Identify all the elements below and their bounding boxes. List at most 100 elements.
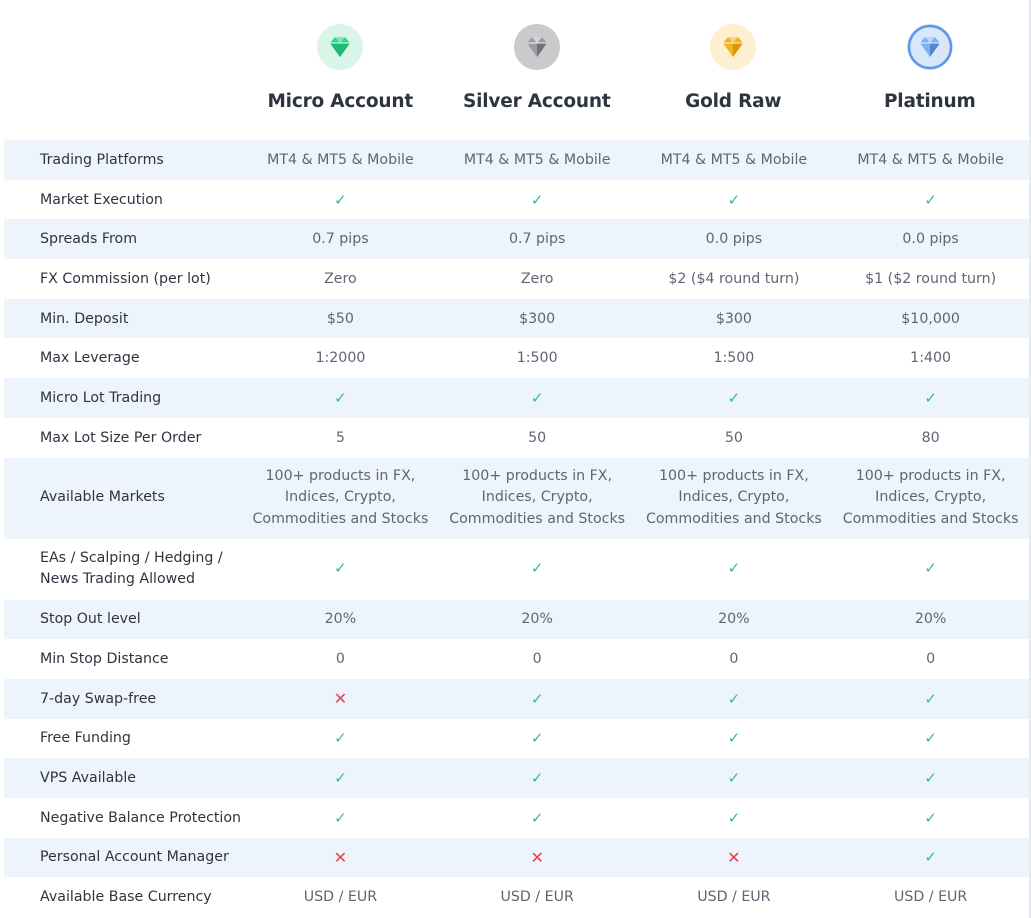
check-icon: ✓ bbox=[530, 388, 544, 407]
value-cell: 100+ products in FX, Indices, Crypto, Co… bbox=[832, 457, 1029, 539]
cell-value: $300 bbox=[715, 310, 752, 327]
feature-cell: ✓ bbox=[832, 798, 1029, 838]
row-label: Max Lot Size Per Order bbox=[40, 429, 202, 446]
cell-value: $2 ($4 round turn) bbox=[668, 270, 800, 287]
row-label: Min. Deposit bbox=[4, 298, 243, 339]
cell-value: USD / EUR bbox=[500, 889, 574, 906]
check-icon: ✓ bbox=[530, 769, 544, 788]
cell-value: 100+ products in FX, Indices, Crypto, Co… bbox=[252, 467, 429, 527]
feature-cell: ✓ bbox=[636, 539, 833, 600]
feature-cell: ✓ bbox=[636, 798, 833, 838]
feature-cell: ✓ bbox=[242, 758, 439, 798]
value-cell: 0.0 pips bbox=[832, 219, 1029, 260]
cell-value: 50 bbox=[724, 429, 743, 446]
plan-micro-account: Micro Account bbox=[242, 0, 439, 140]
feature-cell: ✕ bbox=[242, 678, 439, 719]
cell-value: Zero bbox=[324, 270, 357, 287]
feature-cell: ✓ bbox=[438, 758, 636, 798]
table-row: FX Commission (per lot) Zero Zero $2 ($4 ro… bbox=[4, 259, 1029, 299]
value-cell: 100+ products in FX, Indices, Crypto, Co… bbox=[242, 457, 439, 539]
check-icon: ✓ bbox=[530, 190, 544, 209]
row-label: Trading Platforms bbox=[4, 140, 243, 180]
cell-value: USD / EUR bbox=[697, 889, 771, 906]
value-cell: $50 bbox=[242, 298, 439, 339]
value-cell: USD / EUR bbox=[832, 877, 1029, 917]
silver-diamond-icon bbox=[513, 24, 560, 70]
check-icon: ✓ bbox=[924, 769, 937, 788]
cell-value: MT4 & MT5 & Mobile bbox=[660, 151, 808, 168]
feature-cell: ✓ bbox=[439, 180, 636, 220]
feature-cell: ✓ bbox=[832, 678, 1029, 719]
check-icon: ✓ bbox=[727, 388, 741, 407]
cell-value: 20% bbox=[324, 611, 357, 628]
row-label: Spreads From bbox=[4, 219, 243, 260]
cell-value: 0.7 pips bbox=[312, 231, 369, 248]
plan-title: Gold Raw bbox=[685, 91, 782, 112]
cell-value: 100+ products in FX, Indices, Crypto, Co… bbox=[842, 467, 1019, 527]
table-row: EAs / Scalping / Hedging / News Trading … bbox=[4, 539, 1029, 600]
cell-value: 1:2000 bbox=[315, 350, 366, 367]
check-icon: ✓ bbox=[727, 559, 741, 577]
check-icon: ✓ bbox=[334, 769, 347, 788]
cell-value: 1:500 bbox=[516, 350, 558, 367]
cell-value: 0.7 pips bbox=[508, 231, 566, 248]
cell-value: 5 bbox=[335, 429, 345, 446]
check-icon: ✓ bbox=[727, 769, 741, 788]
comparison-table: Trading Platforms MT4 & MT5 & Mobile MT4 &… bbox=[4, 140, 1029, 917]
cell-value: $50 bbox=[326, 310, 354, 327]
value-cell: 20% bbox=[832, 599, 1029, 640]
cell-value: 1:400 bbox=[910, 350, 952, 367]
feature-cell: ✓ bbox=[832, 719, 1029, 759]
cell-value: 20% bbox=[521, 611, 553, 628]
cell-value: 80 bbox=[921, 429, 940, 446]
cell-value: 100+ products in FX, Indices, Crypto, Co… bbox=[449, 467, 626, 527]
feature-cell: ✕ bbox=[438, 837, 636, 878]
cell-value: MT4 & MT5 & Mobile bbox=[857, 151, 1004, 168]
row-label: Stop Out level bbox=[4, 599, 243, 640]
plan-gold-raw: Gold Raw bbox=[635, 0, 832, 140]
cross-icon: ✕ bbox=[530, 847, 544, 867]
table-row: Market Execution ✓ ✓ ✓ ✓ bbox=[4, 180, 1029, 220]
feature-cell: ✓ bbox=[439, 539, 636, 600]
table-row: Negative Balance Protection ✓ ✓ ✓ ✓ bbox=[4, 798, 1029, 838]
row-label: Available Markets bbox=[4, 457, 243, 539]
cell-value: 0 bbox=[926, 651, 936, 668]
check-icon: ✓ bbox=[924, 190, 937, 209]
cell-value: 0 bbox=[729, 651, 739, 668]
feature-cell: ✓ bbox=[439, 798, 636, 838]
row-label: Negative Balance Protection bbox=[40, 809, 242, 826]
header-spacer bbox=[0, 0, 242, 140]
feature-cell: ✓ bbox=[832, 539, 1029, 600]
value-cell: 100+ products in FX, Indices, Crypto, Co… bbox=[635, 457, 833, 539]
check-icon: ✓ bbox=[334, 388, 347, 407]
row-label: Micro Lot Trading bbox=[4, 378, 243, 418]
value-cell: Zero bbox=[242, 259, 439, 299]
value-cell: 0 bbox=[242, 639, 439, 679]
check-icon: ✓ bbox=[334, 808, 347, 827]
feature-cell: ✓ bbox=[635, 378, 833, 418]
feature-cell: ✓ bbox=[439, 719, 636, 759]
check-icon: ✓ bbox=[727, 689, 741, 708]
table-row: Available Markets 100+ products in FX, In… bbox=[4, 457, 1029, 539]
cell-value: 0.0 pips bbox=[902, 231, 959, 248]
feature-cell: ✓ bbox=[438, 678, 636, 719]
value-cell: $10,000 bbox=[832, 298, 1029, 339]
value-cell: 0.7 pips bbox=[438, 219, 636, 260]
plan-silver-account: Silver Account bbox=[439, 0, 636, 140]
row-label: Max Leverage bbox=[40, 350, 140, 367]
feature-cell: ✓ bbox=[438, 378, 636, 418]
check-icon: ✓ bbox=[530, 689, 544, 708]
value-cell: 1:2000 bbox=[242, 338, 439, 378]
value-cell: 0.0 pips bbox=[635, 219, 833, 260]
feature-cell: ✓ bbox=[636, 719, 833, 759]
cell-value: MT4 & MT5 & Mobile bbox=[463, 151, 611, 168]
gold-diamond-icon bbox=[710, 24, 757, 70]
value-cell: Zero bbox=[439, 259, 636, 299]
plan-title: Silver Account bbox=[462, 91, 611, 112]
row-label: Personal Account Manager bbox=[4, 837, 243, 878]
value-cell: USD / EUR bbox=[636, 877, 833, 917]
row-label: Free Funding bbox=[40, 730, 131, 747]
check-icon: ✓ bbox=[924, 689, 937, 708]
feature-cell: ✓ bbox=[636, 180, 833, 220]
